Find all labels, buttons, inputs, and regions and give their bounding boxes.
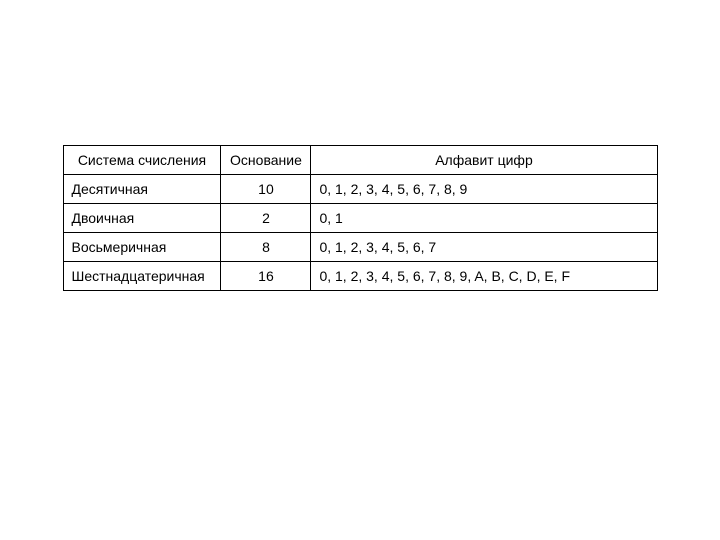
cell-alphabet: 0, 1, 2, 3, 4, 5, 6, 7, 8, 9, A, B, C, D… [311,262,657,291]
cell-alphabet: 0, 1, 2, 3, 4, 5, 6, 7 [311,233,657,262]
cell-base: 10 [221,175,311,204]
header-system: Система счисления [63,146,221,175]
cell-base: 2 [221,204,311,233]
cell-system: Десятичная [63,175,221,204]
table-header-row: Система счисления Основание Алфавит цифр [63,146,657,175]
numeral-systems-table: Система счисления Основание Алфавит цифр… [63,145,658,291]
cell-alphabet: 0, 1 [311,204,657,233]
table-row: Шестнадцатеричная 16 0, 1, 2, 3, 4, 5, 6… [63,262,657,291]
table-row: Десятичная 10 0, 1, 2, 3, 4, 5, 6, 7, 8,… [63,175,657,204]
cell-system: Двоичная [63,204,221,233]
cell-base: 8 [221,233,311,262]
table-row: Восьмеричная 8 0, 1, 2, 3, 4, 5, 6, 7 [63,233,657,262]
cell-system: Восьмеричная [63,233,221,262]
table-row: Двоичная 2 0, 1 [63,204,657,233]
cell-alphabet: 0, 1, 2, 3, 4, 5, 6, 7, 8, 9 [311,175,657,204]
cell-base: 16 [221,262,311,291]
header-alphabet: Алфавит цифр [311,146,657,175]
cell-system: Шестнадцатеричная [63,262,221,291]
header-base: Основание [221,146,311,175]
